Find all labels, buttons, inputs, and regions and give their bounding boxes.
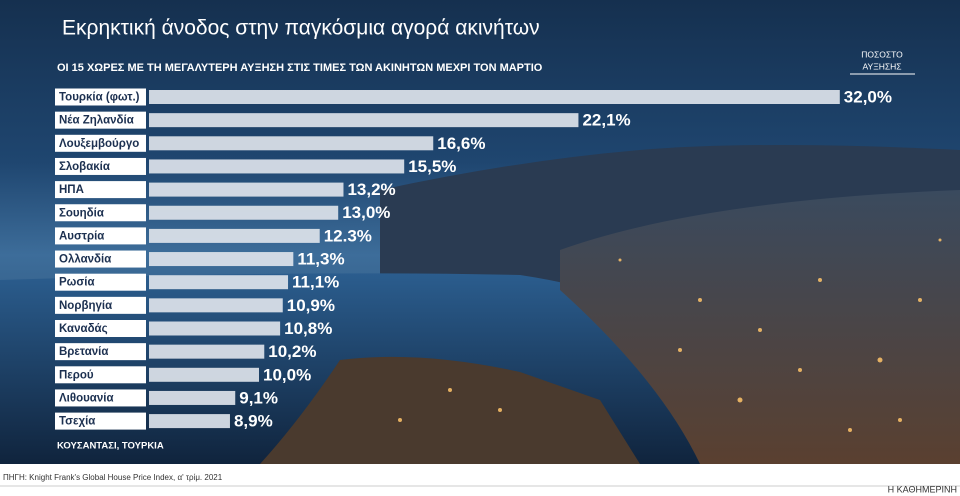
value-label: 13,0% bbox=[342, 203, 390, 222]
value-label: 11,1% bbox=[292, 273, 339, 292]
value-header: ΠΟΣΟΣΤΟ bbox=[861, 49, 903, 59]
category-box bbox=[55, 227, 146, 245]
value-label: 10,0% bbox=[263, 365, 311, 384]
category-label: Τσεχία bbox=[59, 416, 95, 428]
source: ΠΗΓΗ: Knight Frank's Global House Price … bbox=[3, 473, 223, 482]
value-label: 16,6% bbox=[437, 134, 485, 153]
category-box bbox=[55, 181, 146, 199]
category-box bbox=[55, 250, 146, 268]
bar bbox=[149, 252, 294, 267]
value-label: 11,3% bbox=[297, 250, 344, 269]
category-label: Λιθουανία bbox=[59, 392, 114, 404]
value-label: 32,0% bbox=[844, 87, 892, 106]
value-label: 13,2% bbox=[347, 180, 395, 199]
category-box bbox=[55, 204, 146, 222]
value-label: 12.3% bbox=[324, 226, 372, 245]
category-box bbox=[55, 296, 146, 314]
category-box bbox=[55, 343, 146, 361]
photo-caption: ΚΟΥΣΑΝΤΑΣΙ, ΤΟΥΡΚΙΑ bbox=[57, 441, 164, 452]
category-label: Αυστρία bbox=[59, 230, 104, 242]
bar bbox=[149, 136, 434, 151]
value-label: 22,1% bbox=[582, 111, 630, 130]
bar bbox=[149, 90, 840, 104]
value-label: 10,2% bbox=[268, 342, 316, 361]
value-label: 9,1% bbox=[239, 388, 278, 407]
value-header: ΑΥΞΗΣΗΣ bbox=[862, 61, 901, 71]
category-box bbox=[55, 389, 146, 407]
category-label: Καναδάς bbox=[59, 323, 108, 335]
category-label: Περού bbox=[59, 369, 94, 381]
category-label: ΗΠΑ bbox=[59, 184, 84, 196]
bar bbox=[149, 321, 281, 336]
bar bbox=[149, 367, 259, 382]
publisher: Η ΚΑΘΗΜΕΡΙΝΗ bbox=[888, 484, 957, 494]
category-box bbox=[55, 88, 146, 106]
category-box bbox=[55, 273, 146, 291]
bar bbox=[149, 182, 344, 197]
value-label: 10,9% bbox=[287, 296, 335, 315]
bar bbox=[149, 113, 579, 128]
category-label: Ολλανδία bbox=[59, 254, 111, 266]
category-box bbox=[55, 157, 146, 175]
category-box bbox=[55, 320, 146, 337]
value-label: 15,5% bbox=[408, 157, 456, 176]
category-label: Νορβηγία bbox=[59, 300, 112, 312]
category-label: Λουξεμβούργο bbox=[59, 138, 139, 150]
chart-title: Εκρηκτική άνοδος στην παγκόσμια αγορά ακ… bbox=[62, 17, 540, 40]
bar bbox=[149, 390, 236, 405]
bar bbox=[149, 159, 405, 174]
category-box bbox=[55, 134, 146, 152]
category-label: Τουρκία (φωτ.) bbox=[59, 92, 140, 104]
footer-band bbox=[0, 464, 960, 496]
category-box bbox=[55, 111, 146, 129]
bar bbox=[149, 228, 320, 243]
chart-subtitle: ΟΙ 15 ΧΩΡΕΣ ΜΕ ΤΗ ΜΕΓΑΛΥΤΕΡΗ ΑΥΞΗΣΗ ΣΤΙΣ… bbox=[57, 62, 543, 74]
category-label: Νέα Ζηλανδία bbox=[59, 115, 134, 127]
category-box bbox=[55, 366, 146, 384]
bar bbox=[149, 205, 339, 220]
category-label: Βρετανία bbox=[59, 346, 108, 358]
bar bbox=[149, 344, 265, 359]
photo-background bbox=[0, 0, 960, 464]
bar bbox=[149, 275, 289, 290]
bar bbox=[149, 298, 283, 313]
category-box bbox=[55, 412, 146, 430]
value-label: 8,9% bbox=[234, 412, 273, 431]
value-label: 10,8% bbox=[284, 319, 332, 338]
category-label: Σουηδία bbox=[59, 207, 104, 219]
category-label: Σλοβακία bbox=[59, 161, 110, 173]
bar bbox=[149, 414, 230, 429]
category-label: Ρωσία bbox=[59, 277, 95, 289]
